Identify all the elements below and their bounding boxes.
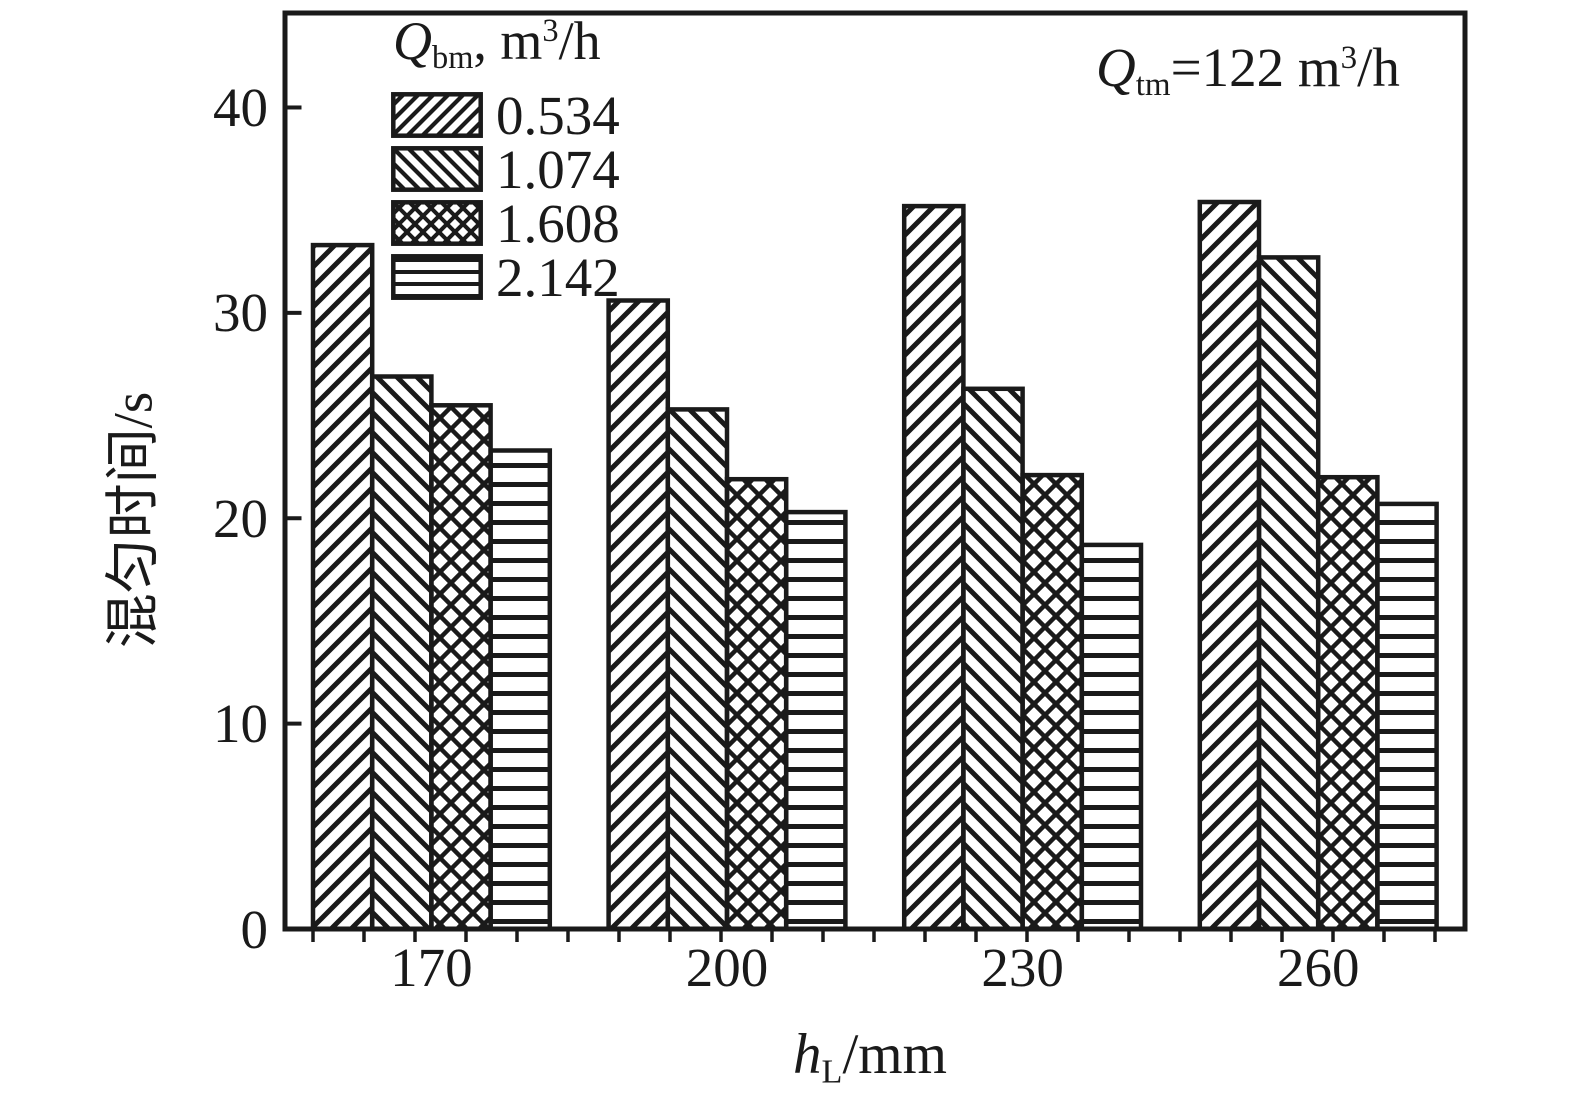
annotation-subscript: tm xyxy=(1135,67,1171,104)
legend-swatch-horizontal-lines-icon xyxy=(391,254,483,301)
y-tick-label: 30 xyxy=(213,282,268,344)
x-category-label: 170 xyxy=(390,937,473,998)
bar-2.142-at-200 xyxy=(783,509,848,932)
legend-title-symbol: Q xyxy=(393,11,432,71)
legend-item-label: 2.142 xyxy=(496,246,620,308)
bar-1.074-at-230 xyxy=(961,386,1025,932)
x-axis-title: hL/mm xyxy=(793,1026,947,1090)
legend-swatch-crosshatch-icon xyxy=(391,200,483,247)
x-axis-ticks xyxy=(311,931,1437,942)
bar-1.074-at-260 xyxy=(1256,255,1321,932)
legend-title-subscript: bm xyxy=(432,40,474,77)
bar-1.608-at-200 xyxy=(724,476,789,932)
bar-2.142-at-260 xyxy=(1375,501,1439,932)
legend-item: 1.608 xyxy=(391,192,620,254)
y-axis-title: 混匀时间/s xyxy=(102,391,164,649)
bar-0.534-at-230 xyxy=(901,203,966,932)
bar-1.074-at-170 xyxy=(369,374,434,932)
x-axis-symbol-subscript: L xyxy=(821,1053,843,1091)
y-tick-label: 10 xyxy=(213,693,268,755)
legend-item: 2.142 xyxy=(391,246,620,308)
legend-item-label: 0.534 xyxy=(496,84,620,146)
x-axis-symbol: h xyxy=(793,1023,822,1086)
annotation-equals: = xyxy=(1170,37,1202,98)
bar-1.608-at-260 xyxy=(1315,474,1380,932)
x-category-label: 200 xyxy=(685,937,769,998)
y-tick-label: 0 xyxy=(240,898,269,960)
legend-item: 1.074 xyxy=(391,138,620,200)
x-category-label: 230 xyxy=(981,937,1064,998)
legend-title-exponent: 3 xyxy=(542,13,559,50)
bar-2.142-at-170 xyxy=(488,448,553,932)
y-tick-label: 20 xyxy=(213,487,268,549)
legend-title: Qbm, m3/h xyxy=(393,14,620,74)
legend-title-separator: , xyxy=(473,11,501,71)
x-axis-unit: /mm xyxy=(842,1023,947,1086)
legend-item-label: 1.608 xyxy=(496,192,620,254)
bar-0.534-at-170 xyxy=(310,242,375,932)
bar-series-group xyxy=(310,199,1439,932)
legend-swatch-diagonal-forward-icon xyxy=(391,92,483,139)
y-tick-label: 40 xyxy=(213,76,268,138)
plot-frame xyxy=(282,10,1468,932)
legend-swatch-diagonal-backward-icon xyxy=(391,146,483,193)
bar-0.534-at-200 xyxy=(606,298,671,932)
flow-rate-annotation: Qtm=122 m3/h xyxy=(1096,40,1400,102)
legend-title-unit-suffix: /h xyxy=(558,11,601,71)
bar-2.142-at-230 xyxy=(1079,542,1144,932)
annotation-unit-suffix: /h xyxy=(1357,37,1400,98)
legend-title-unit: m xyxy=(500,11,543,71)
annotation-value: 122 xyxy=(1201,37,1285,98)
y-axis-ticks xyxy=(287,105,302,931)
legend-item: 0.534 xyxy=(391,84,620,146)
legend-item-label: 1.074 xyxy=(496,138,620,200)
bar-1.074-at-200 xyxy=(665,407,730,932)
x-category-label: 260 xyxy=(1276,937,1360,998)
annotation-exponent: 3 xyxy=(1340,39,1358,76)
bar-1.608-at-230 xyxy=(1020,472,1085,932)
bar-1.608-at-170 xyxy=(429,403,493,932)
legend: Qbm, m3/h 0.534 1.074 1.608 2.142 xyxy=(391,14,620,308)
annotation-symbol: Q xyxy=(1096,37,1136,98)
bar-0.534-at-260 xyxy=(1197,199,1262,932)
annotation-unit: m xyxy=(1284,37,1341,98)
